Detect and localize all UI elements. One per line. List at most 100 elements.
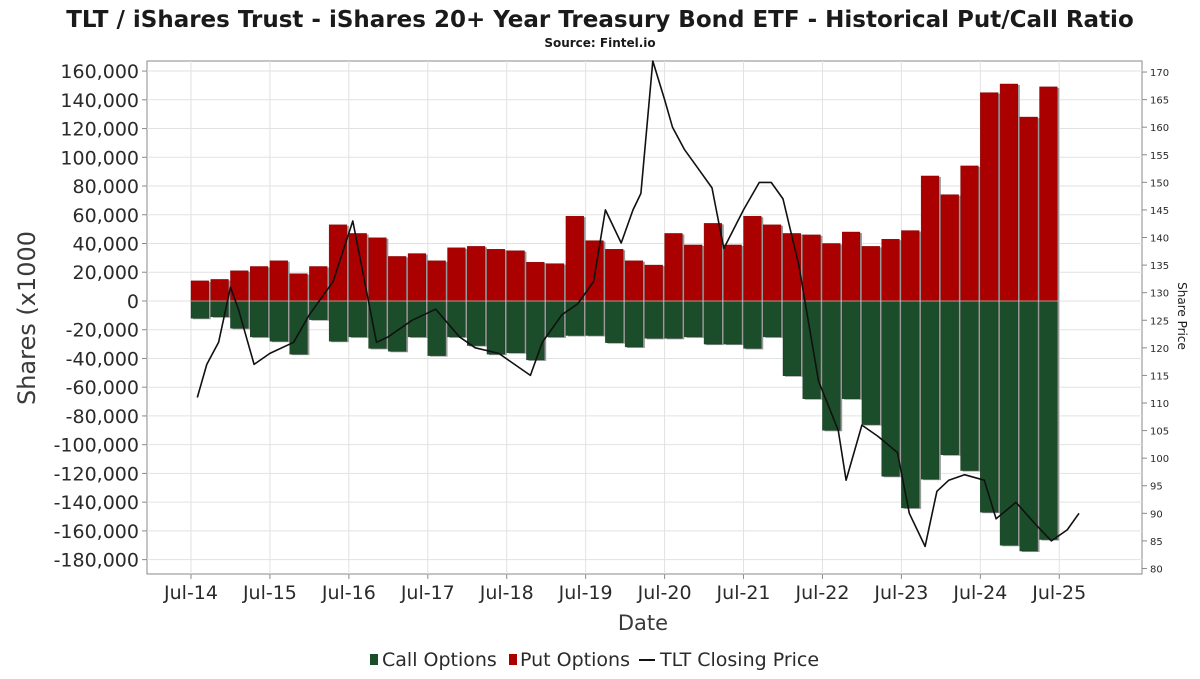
call-bar xyxy=(486,300,505,355)
y2-tick-label: 135 xyxy=(1150,261,1169,272)
y-axis-label: Shares (x1000 xyxy=(13,231,41,405)
legend-put-label: Put Options xyxy=(520,649,630,671)
chart-legend: Call Options Put Options TLT Closing Pri… xyxy=(370,649,819,671)
y2-tick-label: 90 xyxy=(1150,509,1163,520)
call-bar xyxy=(605,300,624,343)
call-bar xyxy=(447,300,466,338)
x-tick-label: Jul-23 xyxy=(873,582,928,604)
call-bar xyxy=(684,300,703,338)
y2-tick-label: 170 xyxy=(1150,68,1169,79)
put-bar xyxy=(664,233,683,302)
put-bar xyxy=(585,240,604,302)
put-bar xyxy=(644,264,663,302)
call-bar xyxy=(269,300,288,342)
put-bar xyxy=(763,224,782,302)
y2-tick-label: 160 xyxy=(1150,123,1169,134)
put-bar xyxy=(546,263,565,302)
put-bar xyxy=(289,273,308,302)
legend-price-label: TLT Closing Price xyxy=(659,649,819,671)
y-tick-label: -180,000 xyxy=(54,550,139,572)
put-bar xyxy=(526,261,545,302)
legend-call-label: Call Options xyxy=(382,649,497,671)
y-tick-label: 80,000 xyxy=(73,176,139,198)
x-tick-label: Jul-14 xyxy=(163,582,218,604)
put-bar xyxy=(980,92,999,302)
put-bar xyxy=(782,233,801,302)
call-bar xyxy=(881,300,900,477)
call-bar xyxy=(526,300,545,361)
x-tick-label: Jul-15 xyxy=(242,582,297,604)
y2-tick-label: 140 xyxy=(1150,234,1169,245)
call-bar xyxy=(585,300,604,336)
y-tick-label: -40,000 xyxy=(66,348,139,370)
y2-tick-label: 115 xyxy=(1150,371,1169,382)
y2-tick-label: 80 xyxy=(1150,564,1163,575)
chart-subtitle: Source: Fintel.io xyxy=(544,36,655,50)
call-bar xyxy=(249,300,269,338)
put-bar xyxy=(506,250,525,302)
put-bar xyxy=(703,223,722,302)
call-bar xyxy=(506,300,525,353)
call-bar xyxy=(190,300,209,319)
y2-tick-label: 110 xyxy=(1150,399,1169,410)
y-tick-label: -160,000 xyxy=(54,521,139,543)
call-bar xyxy=(289,300,308,355)
y2-tick-label: 120 xyxy=(1150,344,1169,355)
y-tick-label: 140,000 xyxy=(60,90,139,112)
call-bar xyxy=(940,300,959,455)
put-bar xyxy=(407,253,427,302)
call-bar xyxy=(960,300,979,471)
y-tick-label: 100,000 xyxy=(60,147,139,169)
call-bar xyxy=(842,300,861,399)
call-bar xyxy=(407,300,427,338)
y-tick-label: 20,000 xyxy=(73,262,139,284)
price-line-layer xyxy=(196,60,1080,548)
x-tick-label: Jul-17 xyxy=(400,582,455,604)
call-bar xyxy=(743,300,762,349)
chart-title: TLT / iShares Trust - iShares 20+ Year T… xyxy=(66,7,1134,33)
call-bar xyxy=(1019,300,1038,552)
put-bar xyxy=(624,260,644,302)
put-bar xyxy=(447,247,466,302)
put-bar xyxy=(427,260,446,302)
y-tick-label: -140,000 xyxy=(54,492,139,514)
call-bar xyxy=(920,300,940,480)
y-tick-label: -80,000 xyxy=(66,406,139,428)
call-bar xyxy=(467,300,486,346)
put-bar xyxy=(999,83,1018,302)
put-bar xyxy=(881,238,900,302)
put-bar xyxy=(940,194,959,302)
x-tick-label: Jul-19 xyxy=(558,582,613,604)
y2-tick-label: 155 xyxy=(1150,151,1169,162)
put-bar xyxy=(842,231,861,302)
call-bar xyxy=(348,300,367,338)
call-bar xyxy=(782,300,801,376)
put-bar xyxy=(368,237,387,302)
y2-tick-label: 85 xyxy=(1150,537,1163,548)
call-bar xyxy=(546,300,565,338)
bars-layer xyxy=(190,83,1060,553)
call-bar xyxy=(822,300,841,431)
x-tick-label: Jul-18 xyxy=(479,582,534,604)
put-bar xyxy=(210,279,229,302)
axes-layer: 160,000 140,000 120,000 100,000 80,000 60,000… xyxy=(54,61,1170,604)
put-bar xyxy=(960,165,979,302)
call-bar xyxy=(1039,300,1058,540)
x-axis-label: Date xyxy=(618,611,668,635)
put-bar xyxy=(861,246,880,302)
put-bar xyxy=(388,256,407,302)
call-bar xyxy=(723,300,742,345)
y2-tick-label: 165 xyxy=(1150,96,1169,107)
y-tick-label: 40,000 xyxy=(73,233,139,255)
call-bar xyxy=(624,300,644,348)
x-tick-label: Jul-21 xyxy=(716,582,771,604)
y2-tick-label: 95 xyxy=(1150,482,1163,493)
put-bar xyxy=(190,280,209,302)
call-bar xyxy=(901,300,920,509)
y-tick-label: -100,000 xyxy=(54,435,139,457)
x-tick-label: Jul-20 xyxy=(637,582,692,604)
y2-tick-label: 100 xyxy=(1150,454,1169,465)
y-tick-label: 120,000 xyxy=(60,119,139,141)
y-tick-label: -120,000 xyxy=(54,463,139,485)
